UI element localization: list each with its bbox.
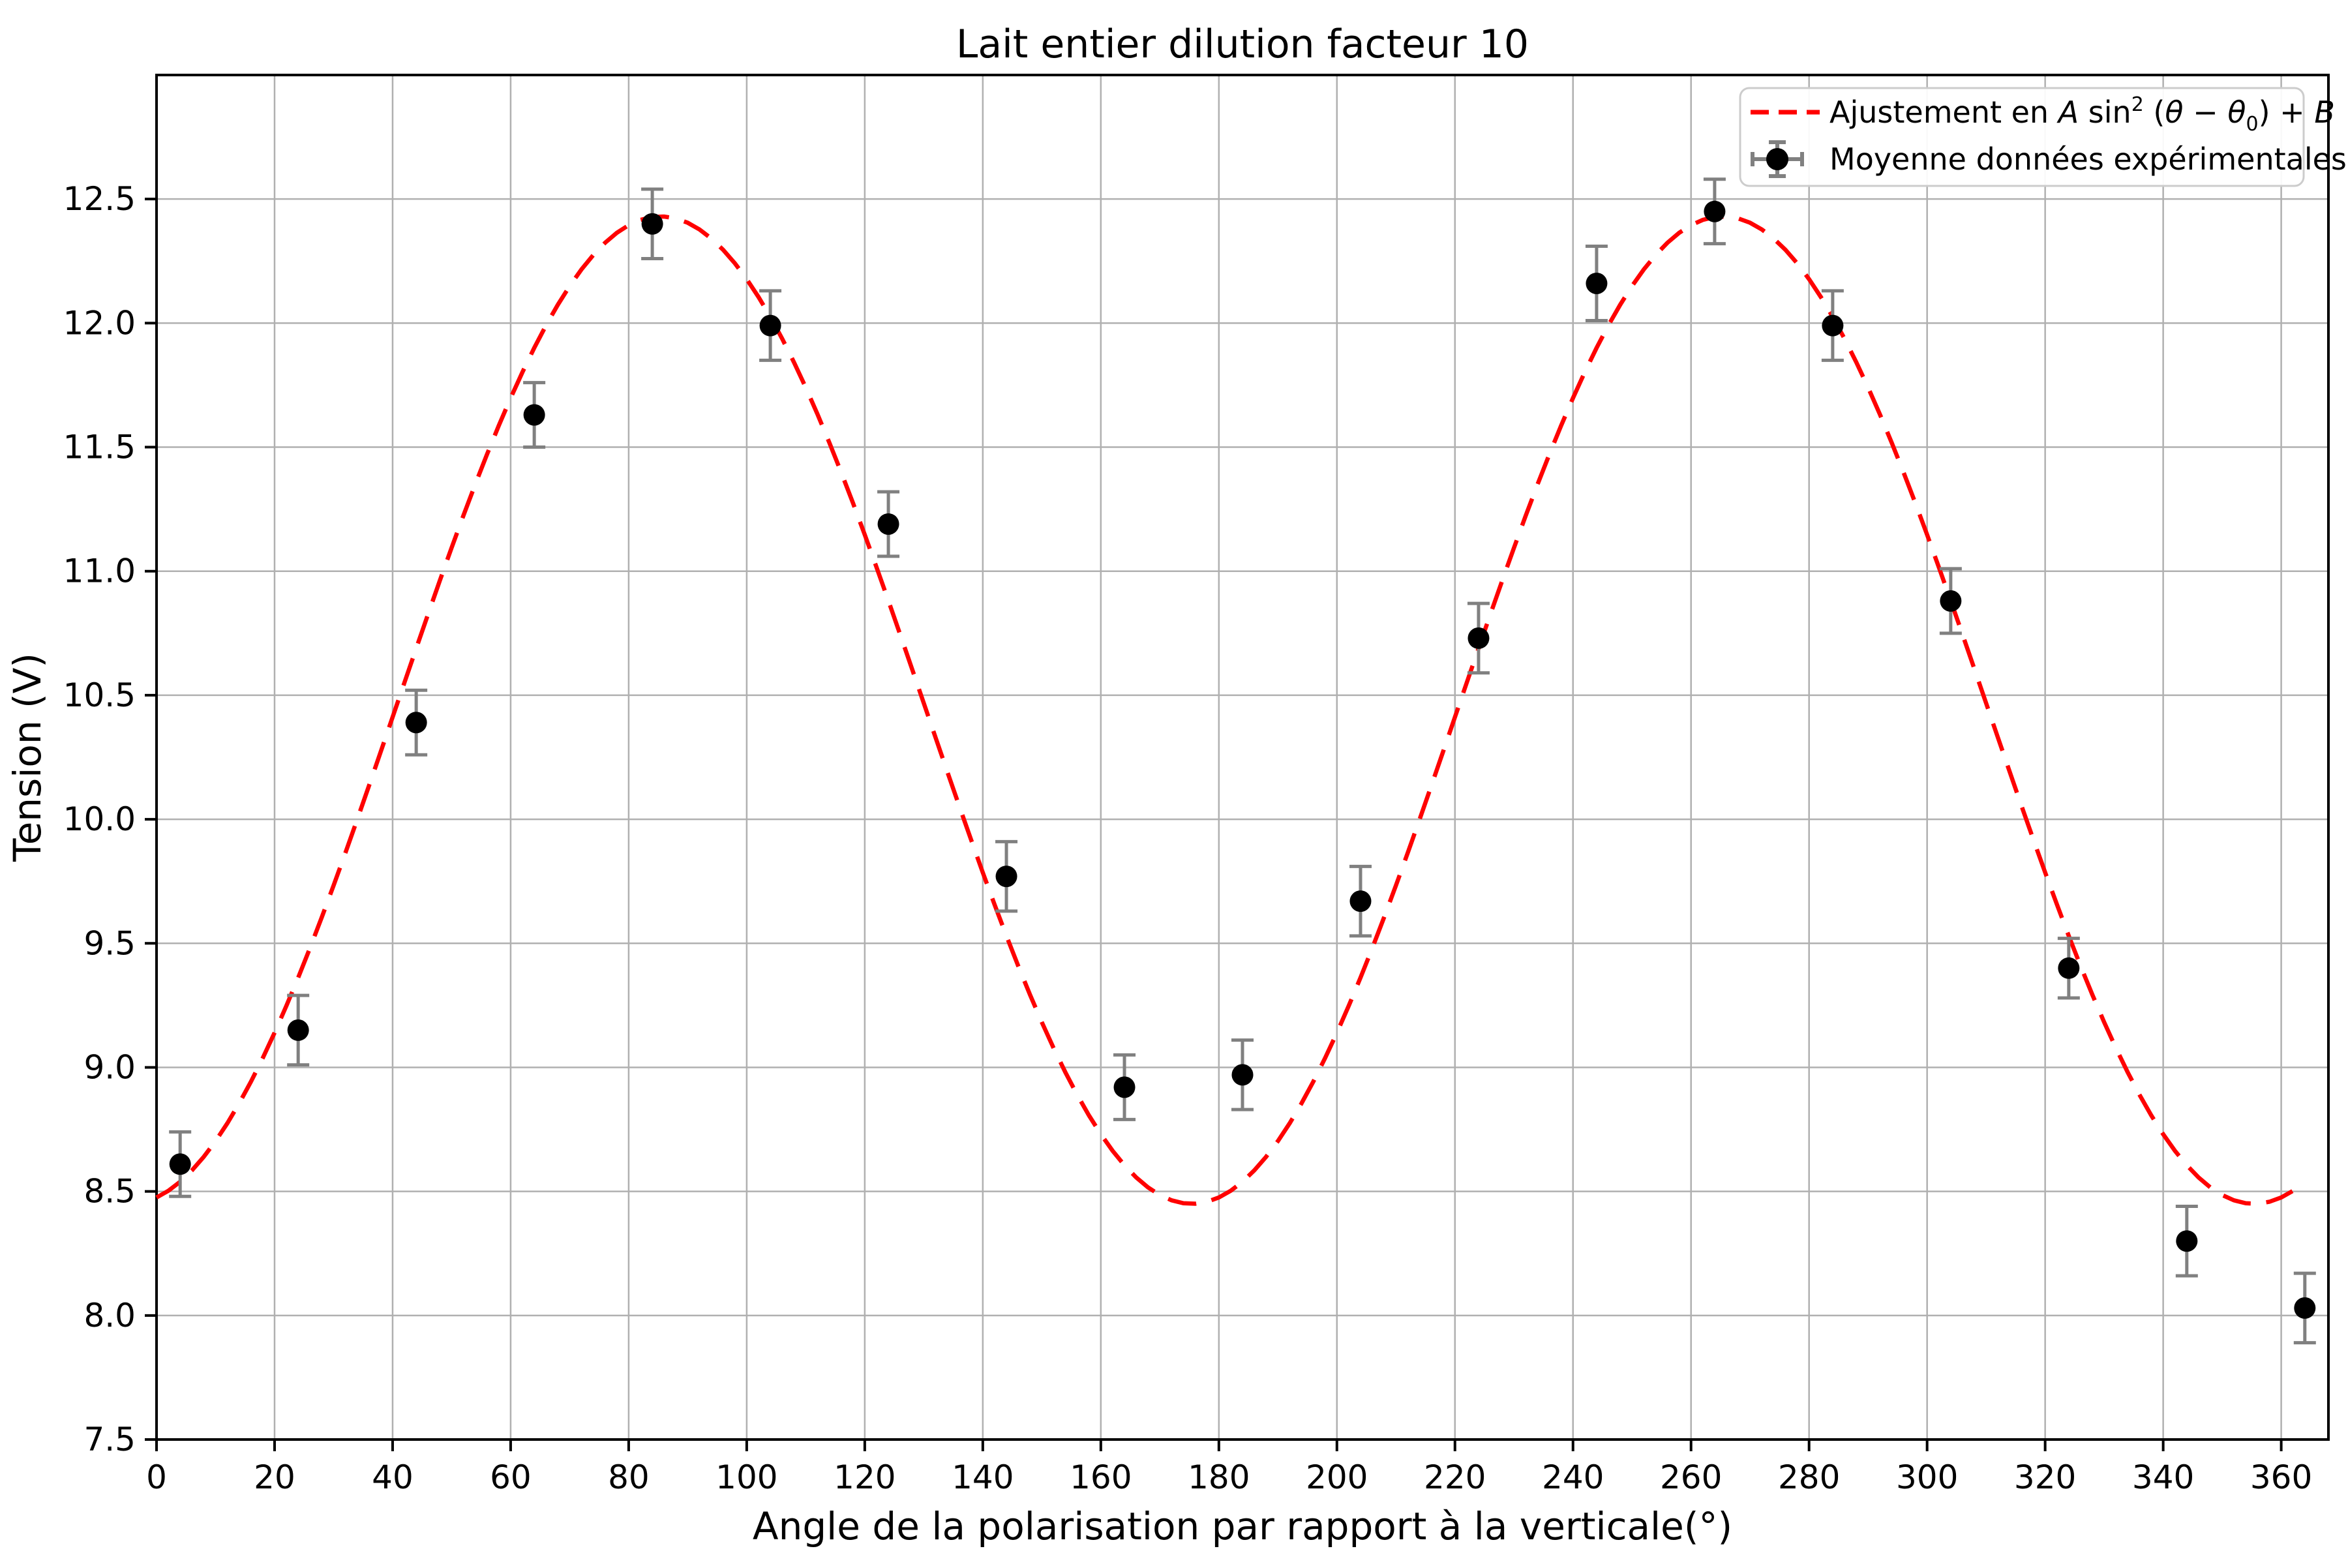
data-marker [2058, 957, 2080, 979]
legend-data-marker [1766, 148, 1788, 170]
data-point [2175, 1204, 2198, 1278]
data-point [287, 993, 310, 1067]
data-marker [405, 712, 427, 734]
data-point [1821, 289, 1844, 362]
x-tick-label: 20 [254, 1458, 295, 1496]
data-point [877, 490, 900, 558]
x-tick-label: 320 [2014, 1458, 2076, 1496]
data-point [405, 688, 428, 757]
data-marker [2176, 1230, 2198, 1252]
data-point [759, 289, 782, 362]
legend: Ajustement en A sin2 (θ − θ0) + B Moyenne… [1739, 87, 2347, 187]
x-tick-label: 40 [372, 1458, 414, 1496]
data-point [1467, 601, 1490, 675]
chart-title: Lait entier dilution facteur 10 [956, 22, 1529, 67]
data-marker [169, 1153, 191, 1175]
tick-labels: 0 20 40 60 80 100 120 140 160 180 200 220 240 260 280 3… [63, 180, 2313, 1496]
y-tick-label: 8.5 [83, 1173, 136, 1211]
fit-curve [155, 214, 2306, 1206]
x-tick-label: 260 [1660, 1458, 1722, 1496]
data-point [1113, 1053, 1136, 1121]
data-marker [1940, 590, 1962, 612]
data-point [1939, 567, 1962, 635]
x-tick-label: 100 [715, 1458, 777, 1496]
x-tick-label: 240 [1542, 1458, 1604, 1496]
y-tick-label: 12.0 [63, 304, 136, 342]
y-tick-label: 12.5 [63, 180, 136, 218]
x-tick-label: 220 [1424, 1458, 1486, 1496]
data-marker [877, 513, 899, 535]
y-tick-label: 10.5 [63, 676, 136, 714]
x-tick-label: 360 [2250, 1458, 2312, 1496]
data-marker [1704, 200, 1726, 222]
data-point [523, 381, 546, 449]
x-tick-label: 0 [146, 1458, 167, 1496]
y-tick-label: 9.5 [83, 924, 136, 962]
x-tick-label: 180 [1188, 1458, 1250, 1496]
data-marker [995, 866, 1017, 888]
data-marker [287, 1019, 309, 1041]
x-tick-label: 60 [490, 1458, 532, 1496]
legend-box [1739, 87, 2305, 187]
data-point [641, 187, 664, 260]
y-axis-label: Tension (V) [5, 653, 50, 862]
data-point [1231, 1038, 1254, 1111]
y-tick-label: 10.0 [63, 800, 136, 838]
x-tick-label: 160 [1070, 1458, 1132, 1496]
data-marker [1349, 890, 1372, 912]
data-marker [1231, 1064, 1254, 1086]
x-tick-label: 300 [1896, 1458, 1958, 1496]
data-point [169, 1130, 192, 1198]
x-tick-label: 140 [952, 1458, 1014, 1496]
x-axis-label: Angle de la polarisation par rapport à l… [753, 1504, 1732, 1548]
data-point [2293, 1271, 2316, 1345]
gridlines [155, 75, 2328, 1441]
axes [145, 74, 2330, 1451]
data-marker [759, 314, 781, 337]
data-point [1703, 177, 1726, 246]
data-marker [1468, 627, 1490, 649]
data-marker [2294, 1297, 2316, 1319]
data-marker [523, 404, 545, 426]
data-point [1349, 864, 1372, 938]
data-marker [641, 213, 663, 235]
data-marker [1822, 314, 1844, 337]
data-point [995, 839, 1018, 913]
y-tick-label: 8.0 [83, 1297, 136, 1334]
legend-data-label: Moyenne données expérimentales [1829, 142, 2347, 177]
data-marker [1586, 273, 1608, 295]
fit-curve-path [155, 214, 2306, 1206]
data-marker [1113, 1076, 1136, 1098]
legend-data-sample [1751, 140, 1804, 178]
y-tick-label: 11.5 [63, 429, 136, 466]
x-tick-label: 120 [834, 1458, 896, 1496]
legend-fit-label: Ajustement en A sin2 (θ − θ0) + B [1829, 93, 2335, 136]
data-point [1585, 244, 1608, 323]
x-tick-label: 200 [1306, 1458, 1368, 1496]
data-point [2057, 937, 2080, 1000]
x-tick-label: 80 [608, 1458, 650, 1496]
y-tick-label: 9.0 [83, 1048, 136, 1086]
x-tick-label: 280 [1778, 1458, 1840, 1496]
y-tick-label: 7.5 [83, 1421, 136, 1458]
x-tick-label: 340 [2132, 1458, 2194, 1496]
plot-border [155, 74, 2330, 1441]
y-tick-label: 11.0 [63, 552, 136, 590]
data-points [169, 177, 2316, 1345]
